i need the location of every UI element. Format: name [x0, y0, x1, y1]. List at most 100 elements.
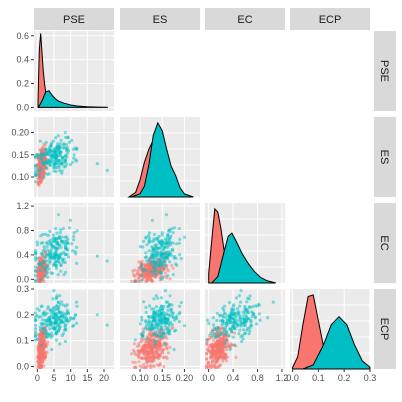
scatter-point	[34, 169, 38, 173]
scatter-point	[56, 259, 60, 263]
scatter-point	[43, 329, 48, 333]
scatter-point	[95, 162, 99, 166]
tick-label-y: 1.2	[16, 201, 29, 211]
scatter-point	[140, 318, 144, 322]
scatter-point	[65, 319, 69, 323]
scatter-point	[147, 332, 151, 336]
scatter-point	[252, 313, 256, 317]
scatter-point	[157, 234, 161, 238]
scatter-point	[149, 355, 153, 359]
scatter-point	[170, 263, 174, 267]
scatter-point	[136, 272, 140, 276]
scatter-point	[177, 320, 181, 324]
scatter-point	[152, 264, 156, 268]
tick-label-x: 1.2	[276, 373, 289, 383]
row-strip-label-ecp: ECP	[378, 318, 390, 341]
scatter-point	[58, 169, 62, 173]
scatter-point	[65, 241, 69, 245]
scatter-point	[58, 294, 62, 298]
panel-ecp-ec	[205, 288, 285, 369]
scatter-point	[34, 163, 38, 167]
scatter-point	[59, 245, 63, 249]
tick-label-x: 5	[51, 373, 56, 383]
scatter-point	[155, 236, 159, 241]
scatter-point	[165, 356, 169, 360]
scatter-point	[49, 310, 53, 314]
scatter-point	[144, 357, 148, 361]
scatter-point	[211, 323, 215, 327]
scatter-point	[42, 331, 46, 335]
scatter-point	[152, 307, 156, 311]
scatter-point	[175, 317, 179, 321]
scatter-point	[152, 237, 156, 241]
scatter-point	[42, 160, 46, 165]
scatter-point	[42, 175, 46, 179]
scatter-point	[59, 263, 63, 267]
row-strip-ecp	[374, 289, 396, 369]
scatter-point	[165, 327, 169, 331]
scatter-point	[212, 353, 216, 357]
scatter-point	[145, 243, 149, 247]
scatter-point	[66, 135, 70, 139]
scatter-point	[95, 313, 99, 317]
scatter-point	[41, 357, 45, 361]
scatter-point	[75, 321, 79, 325]
scatter-point	[147, 323, 151, 327]
scatter-point	[142, 300, 146, 304]
scatter-point	[95, 254, 99, 258]
scatter-point	[61, 315, 65, 319]
scatter-point	[170, 303, 174, 307]
scatter-point	[258, 318, 262, 322]
scatter-point	[34, 318, 38, 322]
density-area-group-1	[210, 232, 276, 284]
scatter-point	[156, 296, 160, 300]
scatter-point	[157, 246, 161, 250]
scatter-point	[51, 326, 55, 330]
scatter-point	[36, 182, 40, 186]
scatter-point	[166, 313, 170, 317]
scatter-point	[46, 150, 50, 154]
scatter-point	[39, 272, 44, 276]
scatter-point	[38, 333, 42, 337]
scatter-point	[144, 305, 148, 309]
scatter-point	[73, 250, 77, 254]
scatter-point	[75, 245, 79, 249]
scatter-point	[75, 304, 79, 308]
scatter-point	[169, 320, 173, 324]
scatter-point	[223, 345, 227, 349]
scatter-point	[36, 265, 40, 269]
scatter-point	[168, 277, 172, 281]
scatter-point	[212, 345, 216, 349]
scatter-point	[38, 365, 43, 369]
scatter-point	[157, 318, 161, 322]
scatter-point	[232, 326, 236, 330]
scatter-point	[52, 315, 56, 319]
scatter-point	[34, 265, 38, 269]
scatter-point	[54, 255, 58, 260]
column-strip-es	[120, 8, 200, 30]
scatter-point	[266, 316, 270, 320]
scatter-point	[34, 323, 38, 327]
scatter-point	[167, 324, 171, 328]
scatter-point	[64, 316, 68, 320]
scatter-point	[49, 335, 53, 339]
scatter-point	[162, 266, 166, 270]
scatter-point	[231, 335, 235, 339]
scatter-point	[166, 232, 170, 236]
scatter-point	[45, 245, 49, 249]
scatter-point	[133, 350, 137, 354]
scatter-point	[220, 336, 224, 341]
panel-pse-pse: 0.0 0.2 0.4 0.6	[16, 31, 114, 112]
scatter-point	[35, 337, 40, 341]
scatter-point	[160, 256, 164, 261]
scatter-point	[238, 316, 242, 320]
scatter-point	[105, 168, 109, 172]
scatter-point	[141, 356, 145, 360]
scatter-point	[38, 139, 42, 143]
scatter-point	[171, 311, 175, 315]
scatter-point	[58, 148, 62, 152]
scatter-point	[182, 324, 187, 328]
scatter-point	[42, 245, 46, 249]
scatter-point	[175, 263, 179, 267]
scatter-point	[152, 271, 157, 275]
